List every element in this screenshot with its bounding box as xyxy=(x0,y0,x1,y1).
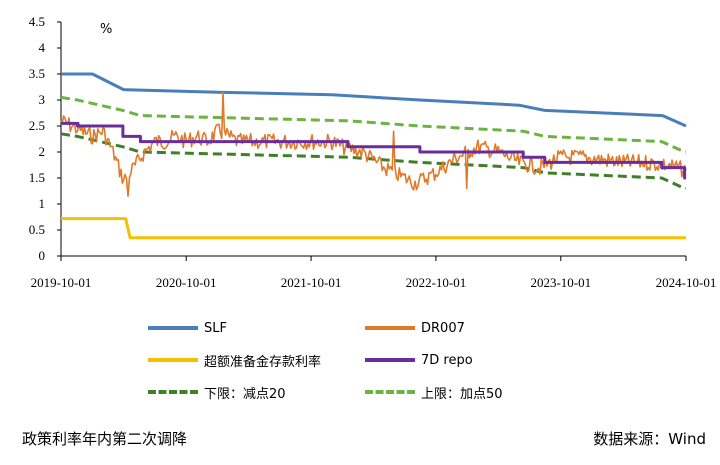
x-tick-label: 2023-10-01 xyxy=(530,275,591,290)
y-tick-label: 2.5 xyxy=(29,118,45,133)
series-line-0 xyxy=(61,72,687,128)
x-tick-label: 2019-10-01 xyxy=(31,275,92,290)
legend-swatch-dr007 xyxy=(365,326,415,330)
y-tick-label: 4.5 xyxy=(29,14,45,29)
y-tick-label: 3.5 xyxy=(29,66,45,81)
legend-swatch-7d-repo xyxy=(365,358,415,362)
legend-label-slf: SLF xyxy=(204,320,227,336)
legend-item-lower-bound: 下限：减点20 xyxy=(148,382,286,402)
series-line-1 xyxy=(60,91,687,197)
legend-label-7d-repo: 7D repo xyxy=(421,352,473,368)
series-line-3 xyxy=(61,121,687,180)
chart: % 0 0.5 1 1.5 2 2.5 3 3.5 4 4.5 2019-10-01 2020-10-… xyxy=(29,14,717,290)
legend-label-lower-bound: 下限：减点20 xyxy=(204,386,286,402)
x-tick-label: 2021-10-01 xyxy=(281,275,342,290)
data-source: 数据来源：Wind xyxy=(593,430,706,448)
x-tick-label: 2020-10-01 xyxy=(156,275,217,290)
legend-label-excess-reserve: 超额准备金存款利率 xyxy=(204,354,322,370)
legend-swatch-slf xyxy=(148,326,198,330)
y-tick-label: 2 xyxy=(39,144,46,159)
y-tick-label: 4 xyxy=(39,40,46,55)
legend-label-upper-bound: 上限：加点50 xyxy=(421,386,503,402)
legend-swatch-excess-reserve xyxy=(148,358,198,362)
legend-swatch-upper-bound xyxy=(365,390,415,394)
legend-item-7d-repo: 7D repo xyxy=(365,350,473,370)
series-line-5 xyxy=(60,95,687,154)
legend-item-excess-reserve: 超额准备金存款利率 xyxy=(148,350,321,370)
y-tick-label: 3 xyxy=(39,92,46,107)
axes: 0 0.5 1 1.5 2 2.5 3 3.5 4 4.5 2019-10-01 2020-10-01… xyxy=(29,14,717,290)
y-tick-label: 0.5 xyxy=(29,222,45,237)
series-layer xyxy=(60,72,687,240)
legend-item-upper-bound: 上限：加点50 xyxy=(365,382,503,402)
legend-item-slf: SLF xyxy=(148,318,227,338)
y-tick-label: 1 xyxy=(39,196,46,211)
series-line-4 xyxy=(60,132,687,190)
y-tick-label: 0 xyxy=(39,248,46,263)
legend-swatch-lower-bound xyxy=(148,390,198,394)
x-tick-label: 2022-10-01 xyxy=(406,275,467,290)
x-tick-label: 2024-10-01 xyxy=(656,275,717,290)
footer-note: 政策利率年内第二次调降 xyxy=(22,430,188,448)
legend-item-dr007: DR007 xyxy=(365,318,465,338)
legend: SLF DR007 超额准备金存款利率 7D repo 下限：减点20 上限：加… xyxy=(0,312,720,408)
legend-label-dr007: DR007 xyxy=(421,320,465,336)
y-unit-label: % xyxy=(100,22,112,37)
y-tick-label: 1.5 xyxy=(29,170,45,185)
series-line-2 xyxy=(61,217,686,240)
